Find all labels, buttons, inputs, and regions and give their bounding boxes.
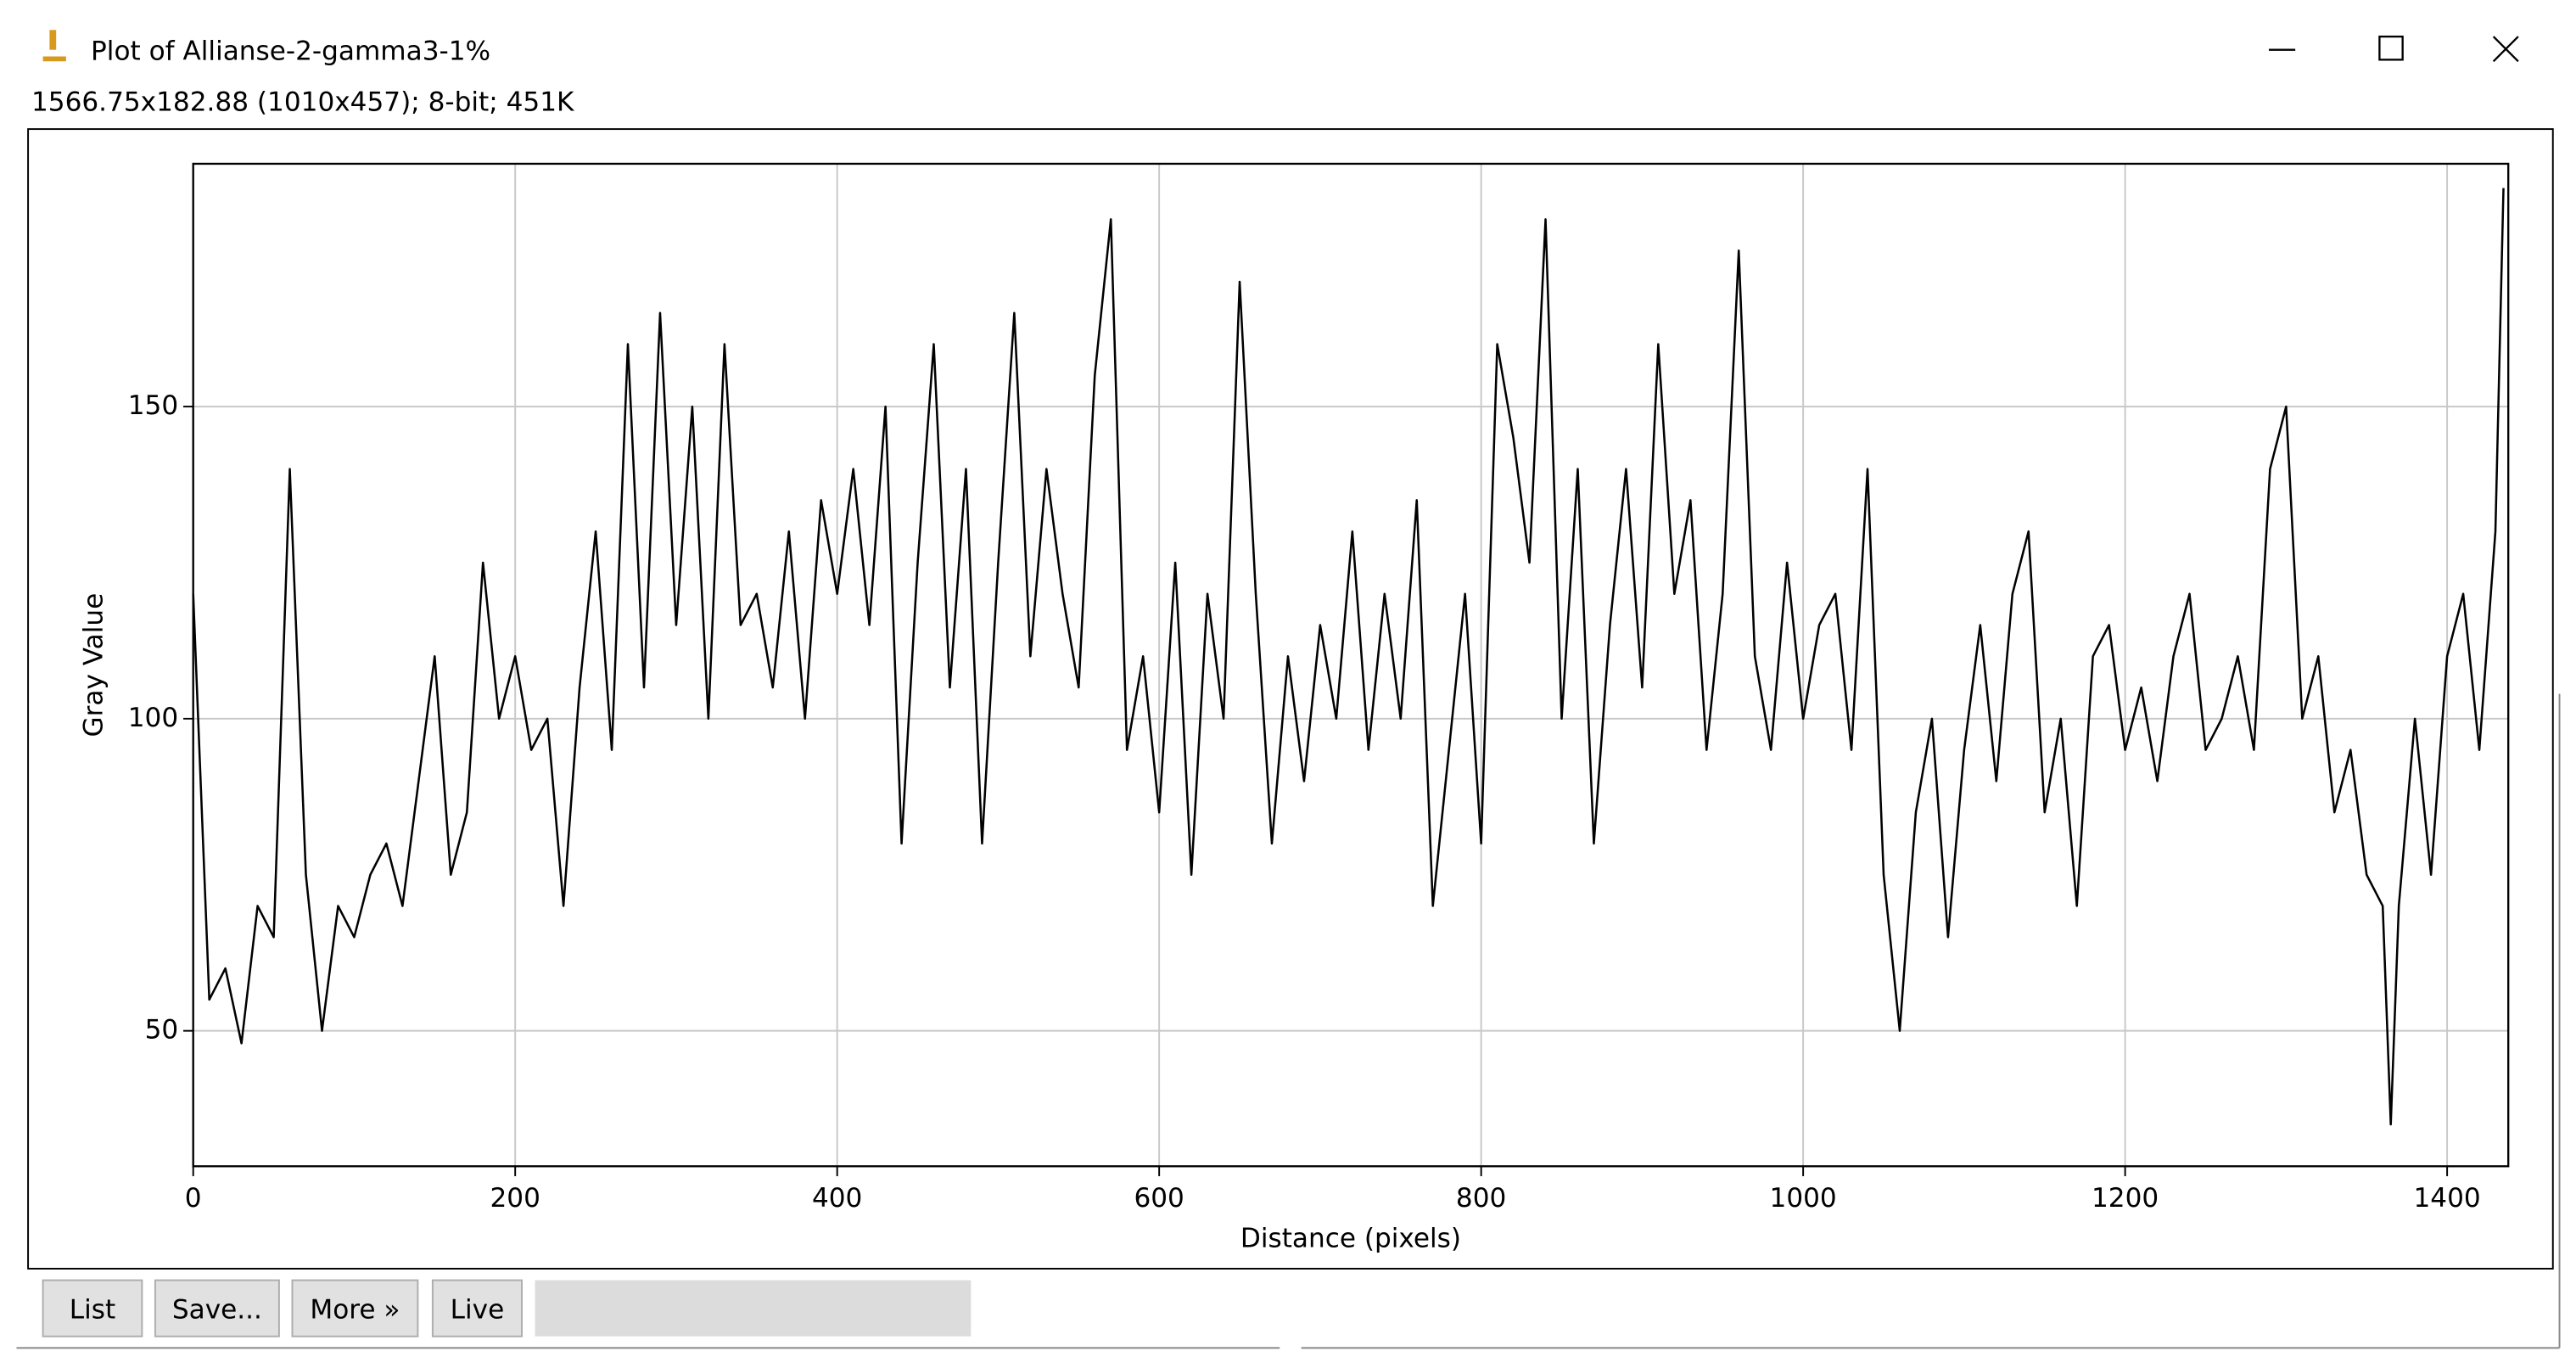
- chart: 0 200 400 600 800 1000 1200 1400 50 100 150 Distanc…: [79, 162, 2510, 1254]
- button-label[interactable]: More »: [310, 1294, 400, 1325]
- plot-area: [193, 163, 2509, 1167]
- x-tick-label: 1000: [1770, 1183, 1837, 1214]
- button[interactable]: [42, 1279, 143, 1337]
- button[interactable]: [291, 1279, 419, 1337]
- y-tick-label: 50: [145, 1015, 179, 1046]
- maximize-button[interactable]: [2378, 35, 2404, 61]
- x-tick-label: 400: [812, 1183, 862, 1214]
- button-bar: List Save... More » Live: [42, 1279, 523, 1337]
- button-label[interactable]: Save...: [172, 1294, 262, 1325]
- button[interactable]: [154, 1279, 280, 1337]
- image-info: 1566.75x182.88 (1010x457); 8-bit; 451K: [31, 87, 575, 118]
- button[interactable]: [431, 1279, 523, 1337]
- x-tick-label: 1400: [2413, 1183, 2480, 1214]
- y-axis-label: Gray Value: [79, 593, 109, 737]
- x-tick-label: 800: [1456, 1183, 1506, 1214]
- window-title: Plot of Allianse-2-gamma3-1%: [91, 36, 490, 66]
- y-tick-label: 100: [128, 703, 178, 733]
- x-axis-label: Distance (pixels): [1240, 1224, 1461, 1254]
- plot-border: [192, 162, 2510, 1168]
- x-tick-label: 600: [1134, 1183, 1184, 1214]
- button-label[interactable]: Live: [451, 1294, 505, 1325]
- button-label[interactable]: List: [70, 1294, 115, 1325]
- data-line: [192, 188, 2505, 1126]
- x-tick-label: 200: [490, 1183, 540, 1214]
- y-tick-label: 150: [128, 390, 178, 421]
- status-bar: [535, 1280, 972, 1337]
- x-tick-label: 1200: [2092, 1183, 2159, 1214]
- app-icon: [42, 30, 66, 62]
- close-button[interactable]: [2492, 36, 2519, 63]
- x-tick-label: 0: [185, 1183, 202, 1214]
